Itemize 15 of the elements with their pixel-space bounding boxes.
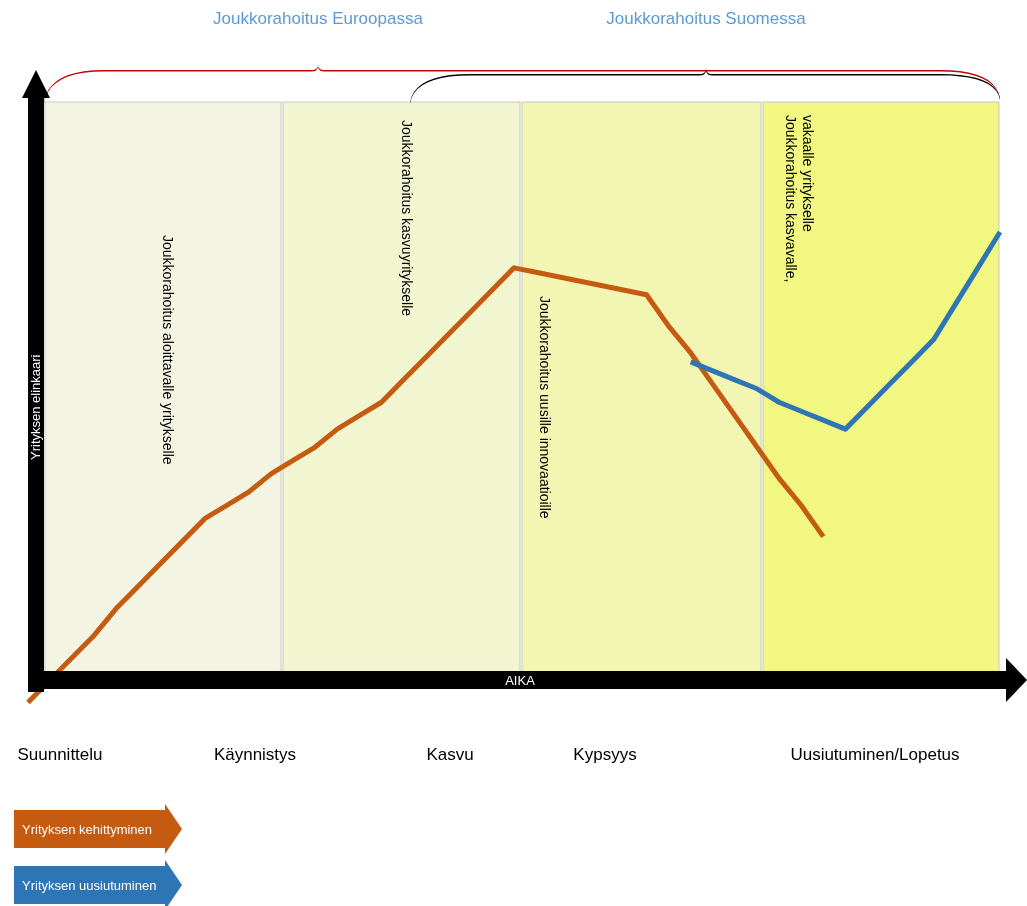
text: Uusiutuminen/Lopetus — [790, 745, 960, 764]
text: Yrityksen uusiutuminen — [22, 878, 157, 893]
annotation: Joukkorahoitus kasvavalle, vakaalle yritykselle — [782, 115, 816, 283]
text: Joukkorahoitus Euroopassa — [213, 9, 424, 28]
text: Joukkorahoitus Suomessa — [606, 9, 807, 28]
annotation: Joukkorahoitus aloittavalle yritykselle — [160, 235, 176, 465]
text: Käynnistys — [213, 745, 297, 764]
text: Kasvu — [426, 745, 474, 764]
annotation: Joukkorahoitus kasvuyritykselle — [398, 120, 415, 317]
text: Kypsyys — [573, 745, 637, 764]
y-axis-title: Yrityksen elinkaari — [28, 354, 43, 460]
text: Yrityksen kehittyminen — [22, 822, 153, 837]
annotation: Joukkorahoitus uusille innovaatioille — [537, 296, 554, 519]
text: Suunnittelu — [17, 745, 103, 764]
x-axis-title: AIKA — [505, 673, 536, 688]
